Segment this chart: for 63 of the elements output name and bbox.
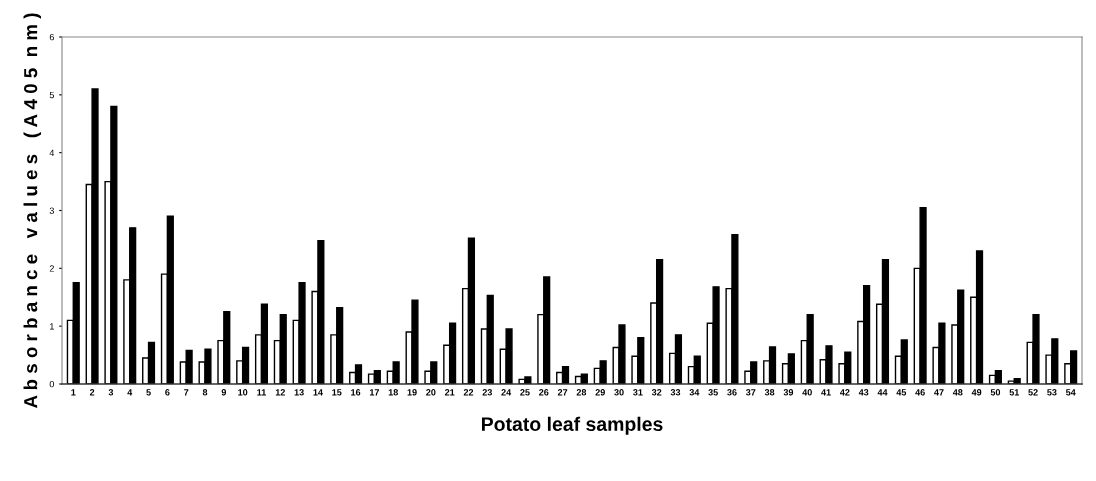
x-tick-label: 50 <box>990 389 1001 396</box>
x-tick-label: 27 <box>557 389 568 396</box>
y-tick-label: 0 <box>49 380 55 388</box>
x-tick-label: 23 <box>482 389 493 396</box>
y-tick-label: 6 <box>49 33 54 41</box>
x-tick-label: 33 <box>670 389 681 396</box>
x-axis-title: Potato leaf samples <box>482 416 663 435</box>
x-tick-label: 47 <box>934 389 944 396</box>
x-tick-label: 8 <box>202 389 208 396</box>
x-tick-label: 46 <box>915 389 925 396</box>
x-tick-label: 4 <box>127 389 133 396</box>
x-tick-label: 1 <box>71 389 76 396</box>
x-tick-label: 48 <box>952 389 963 396</box>
x-tick-label: 42 <box>839 389 850 396</box>
x-tick-label: 22 <box>463 389 474 396</box>
y-tick-label: 2 <box>49 265 54 272</box>
x-tick-label: 21 <box>444 389 455 396</box>
x-tick-label: 24 <box>501 389 512 396</box>
x-tick-label: 11 <box>257 389 266 396</box>
x-tick-label: 32 <box>651 389 662 396</box>
x-tick-label: 20 <box>426 389 436 396</box>
y-tick-label: 4 <box>49 149 55 156</box>
x-tick-label: 36 <box>727 389 737 396</box>
x-tick-label: 3 <box>108 389 114 396</box>
x-tick-label: 19 <box>407 389 417 396</box>
x-tick-label: 16 <box>351 389 361 396</box>
x-tick-label: 40 <box>802 389 812 396</box>
x-tick-label: 10 <box>238 389 248 396</box>
x-tick-label: 17 <box>369 389 380 396</box>
x-tick-label: 7 <box>184 389 189 396</box>
x-tick-label: 54 <box>1065 389 1076 396</box>
x-tick-label: 45 <box>896 389 907 396</box>
x-tick-label: 38 <box>764 389 775 396</box>
x-tick-label: 15 <box>332 389 342 396</box>
x-tick-label: 5 <box>146 389 151 396</box>
x-tick-label: 34 <box>689 389 700 396</box>
x-tick-label: 2 <box>89 389 95 396</box>
x-tick-label: 28 <box>576 389 587 396</box>
y-axis-title: A b s o r b a n c e v a l u e s ( A 4 0 5 n m ) <box>23 13 42 408</box>
x-tick-label: 30 <box>614 389 624 396</box>
x-tick-label: 26 <box>539 389 549 396</box>
x-tick-label: 35 <box>708 389 718 396</box>
x-tick-label: 51 <box>1009 389 1020 396</box>
x-tick-label: 13 <box>294 389 304 396</box>
x-tick-label: 43 <box>858 389 869 396</box>
x-tick-label: 14 <box>313 389 323 396</box>
x-tick-label: 52 <box>1028 389 1038 396</box>
x-tick-label: 25 <box>520 389 530 396</box>
x-tick-label: 31 <box>633 389 643 396</box>
x-tick-label: 12 <box>275 389 285 396</box>
y-tick-label: 3 <box>49 207 54 214</box>
x-tick-label: 29 <box>595 389 605 396</box>
x-tick-label: 39 <box>783 389 794 396</box>
x-tick-label: 37 <box>745 389 756 396</box>
x-tick-label: 44 <box>877 389 888 396</box>
x-tick-label: 41 <box>821 389 831 396</box>
x-tick-label: 49 <box>971 389 982 396</box>
x-tick-label: 9 <box>221 389 227 396</box>
y-tick-label: 5 <box>49 91 54 99</box>
x-tick-label: 53 <box>1047 389 1057 396</box>
x-tick-label: 6 <box>165 389 170 396</box>
x-tick-label: 18 <box>388 389 398 396</box>
y-tick-label: 1 <box>50 323 54 330</box>
